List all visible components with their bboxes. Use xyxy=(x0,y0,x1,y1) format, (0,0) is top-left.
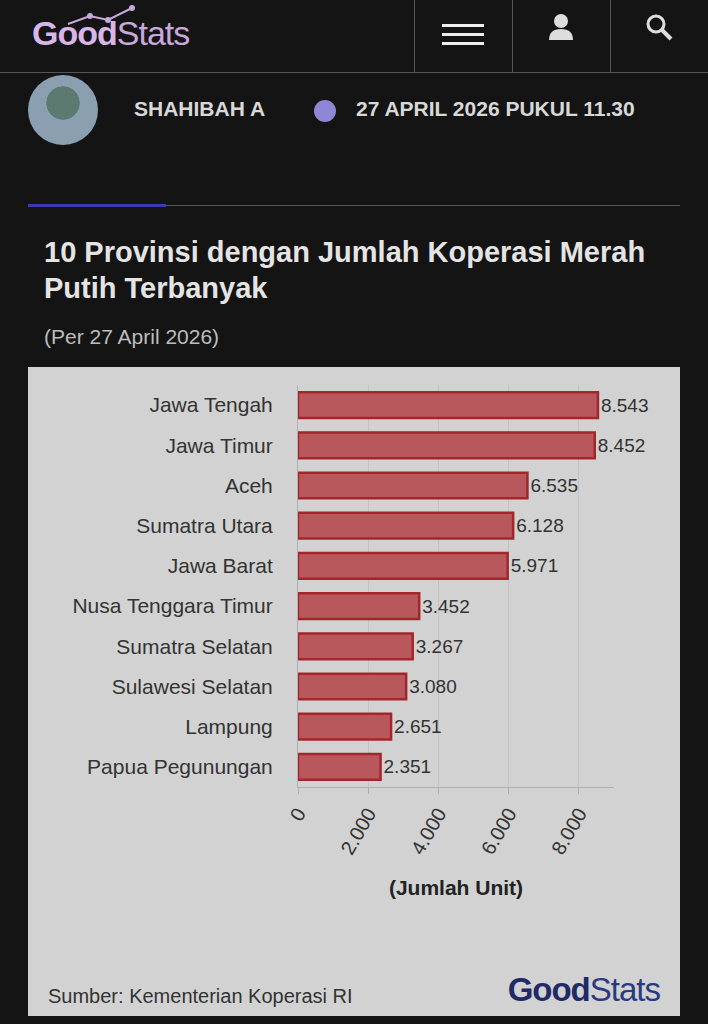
svg-text:Aceh: Aceh xyxy=(225,474,273,497)
svg-text:Lampung: Lampung xyxy=(185,715,273,738)
html-text:27 APRIL 2026 PUKUL 11.30: 27 APRIL 2026 PUKUL 11.30 xyxy=(356,97,635,120)
html-text:10 Provinsi dengan Jumlah Kope: 10 Provinsi dengan Jumlah Koperasi Merah… xyxy=(44,236,646,304)
svg-text:Jawa Tengah: Jawa Tengah xyxy=(149,393,272,416)
svg-text:Sumatra Utara: Sumatra Utara xyxy=(136,514,273,537)
svg-text:Sumatra Selatan: Sumatra Selatan xyxy=(116,635,272,658)
svg-text:6.535: 6.535 xyxy=(530,475,578,496)
html-text:Good Stats: Good Stats xyxy=(507,971,660,1008)
svg-text:6.128: 6.128 xyxy=(516,515,564,536)
svg-text:Nusa Tenggara Timur: Nusa Tenggara Timur xyxy=(72,594,272,617)
svg-text:Jawa Timur: Jawa Timur xyxy=(165,434,272,457)
svg-text:Sulawesi Selatan: Sulawesi Selatan xyxy=(112,675,273,698)
svg-text:2.651: 2.651 xyxy=(394,716,442,737)
svg-text:8.000: 8.000 xyxy=(547,804,591,858)
svg-text:2.351: 2.351 xyxy=(384,756,432,777)
html-text:(Per 27 April 2026): (Per 27 April 2026) xyxy=(44,325,220,348)
svg-text:3.267: 3.267 xyxy=(416,636,464,657)
svg-text:(Jumlah Unit): (Jumlah Unit) xyxy=(389,876,523,899)
svg-text:2.000: 2.000 xyxy=(336,804,380,858)
svg-text:Papua Pegunungan: Papua Pegunungan xyxy=(87,755,273,778)
svg-text:6.000: 6.000 xyxy=(477,804,521,858)
svg-text:4.000: 4.000 xyxy=(406,804,450,858)
html-text:Sumber: Kementerian Koperasi R: Sumber: Kementerian Koperasi RI xyxy=(48,985,353,1007)
svg-text:3.080: 3.080 xyxy=(409,676,457,697)
svg-text:Jawa Barat: Jawa Barat xyxy=(168,554,273,577)
svg-text:8.452: 8.452 xyxy=(598,435,646,456)
html-text:Good Stats: Good Stats xyxy=(32,14,190,52)
svg-text:3.452: 3.452 xyxy=(422,596,470,617)
svg-text:5.971: 5.971 xyxy=(511,555,559,576)
html-text:SHAHIBAH A: SHAHIBAH A xyxy=(134,97,266,120)
svg-text:8.543: 8.543 xyxy=(601,395,649,416)
svg-text:0: 0 xyxy=(286,804,311,825)
